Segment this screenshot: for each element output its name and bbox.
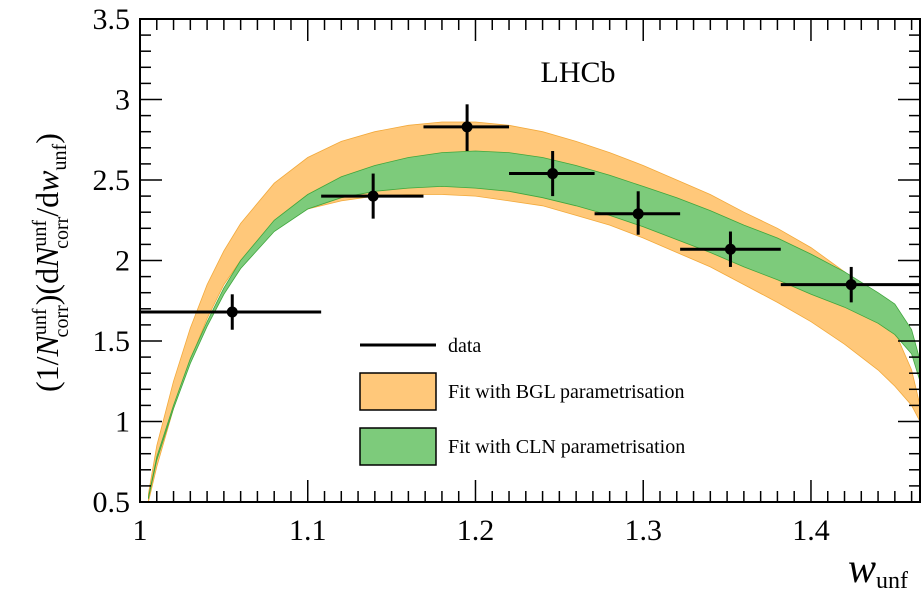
x-axis-title: wunf bbox=[848, 546, 908, 594]
y-title-part-2: )(d bbox=[29, 268, 65, 305]
y-tick-label: 0.5 bbox=[93, 486, 131, 519]
legend-bgl-label: Fit with BGL parametrisation bbox=[448, 381, 684, 403]
data-point-2 bbox=[321, 173, 424, 219]
data-point-3 bbox=[423, 104, 510, 152]
x-tick-labels: 1 1.1 1.2 1.3 1.4 bbox=[133, 514, 830, 547]
data-marker bbox=[724, 243, 736, 255]
legend-cln-label: Fit with CLN parametrisation bbox=[448, 436, 685, 458]
x-tick-label: 1.2 bbox=[457, 514, 495, 547]
data-marker bbox=[547, 168, 559, 180]
legend-data-label: data bbox=[448, 335, 481, 357]
data-marker bbox=[461, 121, 473, 133]
y-title-sub2: corr bbox=[51, 216, 73, 249]
y-title-part-3: /d bbox=[29, 192, 65, 217]
y-title-n1: N bbox=[29, 333, 65, 357]
y-title-sup1: unf bbox=[29, 308, 51, 335]
y-tick-label: 1.5 bbox=[93, 325, 131, 358]
experiment-label: LHCb bbox=[541, 56, 616, 89]
data-point-6 bbox=[680, 231, 781, 267]
legend-bgl-swatch bbox=[359, 372, 437, 411]
y-axis-title: (1/Nunfcorr)(dNunfcorr/dwunf) bbox=[29, 133, 73, 392]
x-tick-label: 1.1 bbox=[289, 514, 327, 547]
y-title-part-1: (1/ bbox=[29, 356, 65, 392]
y-title-part-4: ) bbox=[29, 133, 65, 144]
y-tick-label: 2.5 bbox=[93, 164, 131, 197]
data-point-7 bbox=[780, 266, 920, 303]
data-marker bbox=[632, 208, 644, 220]
y-title-sub3: unf bbox=[49, 143, 71, 170]
data-marker bbox=[845, 279, 857, 291]
legend-cln-swatch bbox=[359, 427, 437, 466]
y-title-sub1: corr bbox=[51, 305, 73, 338]
axis-ticks bbox=[139, 18, 920, 503]
x-tick-label: 1.4 bbox=[792, 514, 830, 547]
x-axis-title-sub: unf bbox=[876, 568, 908, 594]
data-point-4 bbox=[509, 151, 595, 197]
x-axis-title-main: w bbox=[848, 546, 876, 592]
data-marker bbox=[367, 190, 379, 202]
data-points bbox=[140, 104, 920, 330]
y-tick-labels: 0.5 1 1.5 2 2.5 3 3.5 bbox=[93, 3, 131, 519]
y-title-n2: N bbox=[29, 245, 65, 269]
y-title-w: w bbox=[29, 170, 65, 192]
y-title-sup2: unf bbox=[29, 220, 51, 247]
data-marker bbox=[226, 306, 238, 318]
x-tick-label: 1 bbox=[133, 514, 148, 547]
legend: data Fit with BGL parametrisation Fit wi… bbox=[359, 335, 685, 466]
y-tick-label: 3 bbox=[115, 84, 130, 117]
data-point-5 bbox=[594, 191, 681, 235]
y-tick-label: 1 bbox=[115, 406, 130, 439]
x-tick-label: 1.3 bbox=[624, 514, 662, 547]
y-tick-label: 2 bbox=[115, 245, 130, 278]
y-tick-label: 3.5 bbox=[93, 3, 131, 36]
data-point-1 bbox=[140, 294, 322, 330]
